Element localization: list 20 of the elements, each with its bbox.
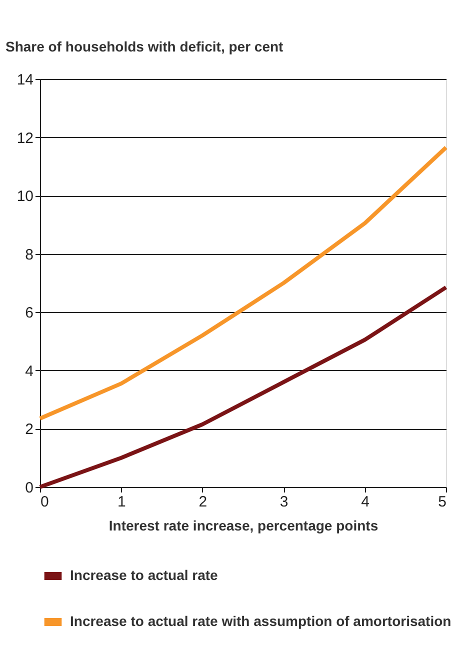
x-axis-title: Interest rate increase, percentage points [108, 518, 378, 534]
x-tick-label: 2 [198, 494, 208, 510]
line-series [38, 145, 448, 421]
y-tick-label: 6 [25, 304, 34, 322]
y-tick-label: 4 [25, 362, 34, 380]
x-tick-label: 5 [438, 494, 446, 510]
line-series [38, 285, 448, 489]
x-tick-label: 1 [118, 494, 126, 510]
legend-label: Increase to actual rate with assumption of amortorisation [70, 613, 452, 629]
y-tick-label: 10 [16, 188, 34, 206]
x-tick-label: 0 [40, 494, 49, 510]
x-tick-label: 4 [361, 494, 370, 510]
x-tick-label: 3 [280, 494, 288, 510]
y-tick-label: 14 [16, 72, 34, 88]
y-axis-title: Share of households with deficit, per cent [6, 38, 284, 54]
legend-label: Increase to actual rate [70, 567, 218, 583]
y-tick-label: 2 [25, 421, 34, 438]
y-tick-label: 12 [16, 130, 34, 147]
y-tick-label: 8 [25, 246, 34, 264]
y-tick-label: 0 [25, 480, 34, 496]
